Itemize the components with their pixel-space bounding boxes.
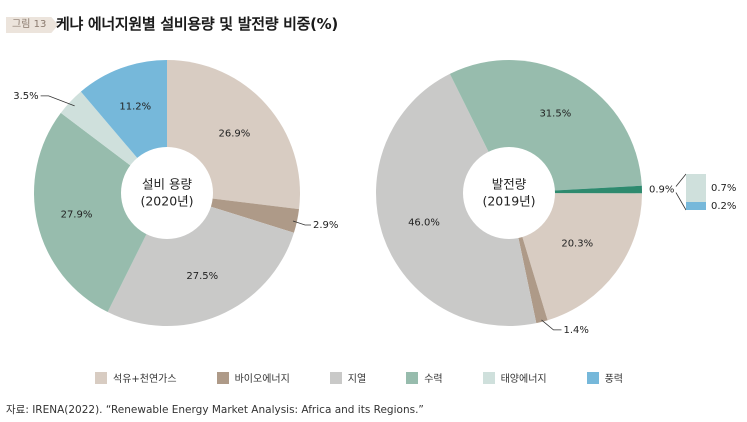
legend-swatch xyxy=(329,371,342,384)
slice-data-label: 2.9% xyxy=(313,220,338,231)
legend-label: 수력 xyxy=(424,374,443,385)
legend-swatch xyxy=(216,371,229,384)
leader-line xyxy=(292,220,312,226)
legend-swatch xyxy=(586,371,599,384)
pie-slice xyxy=(33,112,168,313)
legend-item-solar: 태양에너지 xyxy=(482,370,547,385)
legend: 석유+천연가스 바이오에너지 지열 수력 태양에너지 풍력 xyxy=(95,370,663,385)
legend-item-oil-gas: 석유+천연가스 xyxy=(95,370,177,385)
figure-label: 그림 13 xyxy=(6,17,58,33)
chart-title: 케냐 에너지원별 설비용량 및 발전량 비중(%) xyxy=(56,15,338,33)
slice-data-label: 3.5% xyxy=(13,91,38,102)
slice-data-label: 31.5% xyxy=(539,109,571,120)
legend-item-hydro: 수력 xyxy=(406,370,443,385)
breakout-bar-wind xyxy=(686,202,706,210)
combined-data-label: 0.9% xyxy=(649,185,674,196)
donut-center-title: 발전량 xyxy=(492,177,527,192)
legend-item-bioenergy: 바이오에너지 xyxy=(216,370,290,385)
legend-item-geothermal: 지열 xyxy=(329,370,367,385)
legend-label: 바이오에너지 xyxy=(234,374,290,385)
slice-data-label: 26.9% xyxy=(218,128,250,139)
legend-swatch xyxy=(95,371,107,384)
breakout-line-top xyxy=(675,173,687,187)
slice-data-label: 46.0% xyxy=(408,217,440,228)
breakout-bar-solar xyxy=(686,174,706,202)
pie-charts: 설비 용량 (2020년) 26.9% 27.5% 27.9% 11.2% 2.9% 3.5%… xyxy=(13,60,736,336)
source-note: 자료: IRENA(2022). “Renewable Energy Marke… xyxy=(6,404,424,416)
legend-label: 태양에너지 xyxy=(500,374,547,385)
slice-data-label: 0.2% xyxy=(711,201,736,212)
legend-swatch xyxy=(482,371,495,384)
donut-center-year: (2019년) xyxy=(482,194,535,209)
breakout-line-bottom xyxy=(675,192,687,211)
legend-item-wind: 풍력 xyxy=(586,370,624,385)
donut-center-year: (2020년) xyxy=(140,194,193,209)
slice-data-label: 11.2% xyxy=(119,102,151,113)
donut-center-title: 설비 용량 xyxy=(142,177,192,192)
slice-data-label: 0.7% xyxy=(711,183,736,194)
leader-line xyxy=(541,319,562,331)
donut-hole xyxy=(463,147,555,239)
slice-data-label: 1.4% xyxy=(563,325,588,336)
slice-data-label: 27.5% xyxy=(186,271,218,282)
legend-label: 지열 xyxy=(347,374,367,385)
pie-slice xyxy=(376,73,537,326)
pie-slice xyxy=(509,193,642,321)
legend-label: 풍력 xyxy=(604,374,624,385)
legend-swatch xyxy=(406,371,419,384)
legend-label: 석유+천연가스 xyxy=(113,374,177,385)
leader-line xyxy=(40,95,75,107)
slice-data-label: 27.9% xyxy=(61,209,93,220)
slice-data-label: 20.3% xyxy=(561,239,593,250)
donut-hole xyxy=(121,147,213,239)
